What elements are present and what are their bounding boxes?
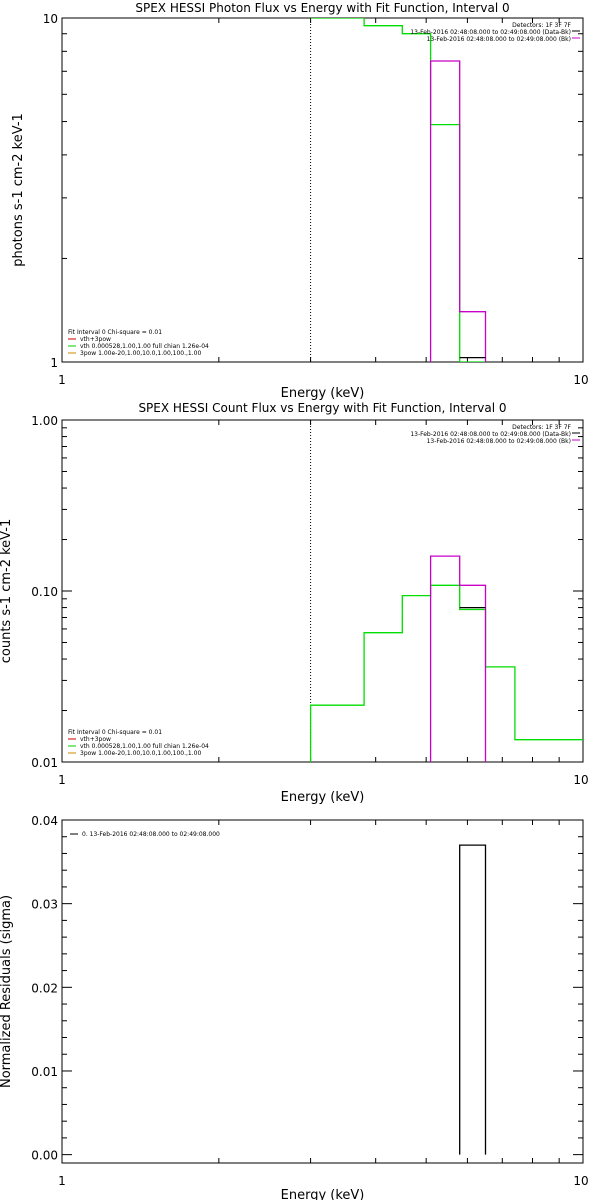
series-line-1 — [311, 585, 583, 762]
legend-entry: 3pow 1.00e-20,1.00,10.0,1.00,100.,1.00 — [80, 750, 201, 757]
y-tick-label: 0.10 — [31, 585, 58, 599]
series-line-1 — [460, 845, 486, 1155]
plot-frame — [62, 420, 583, 762]
legend-entry: vth 0.000528,1.00,1.00 full chian 1.26e-… — [80, 743, 209, 750]
y-axis-label: counts s-1 cm-2 keV-1 — [0, 519, 14, 664]
chart-title: SPEX HESSI Count Flux vs Energy with Fit… — [138, 401, 506, 415]
plot-area — [311, 420, 583, 762]
x-tick-label: 1 — [58, 373, 66, 387]
plot-frame — [62, 820, 583, 1163]
header-text: 13-Feb-2016 02:48:08.000 to 02:49:08.000… — [410, 431, 571, 438]
y-axis-label: Normalized Residuals (sigma) — [0, 895, 14, 1088]
plot-area — [460, 845, 486, 1155]
legend-entry: 3pow 1.00e-20,1.00,10.0,1.00,100.,1.00 — [80, 350, 201, 357]
plot-frame — [62, 18, 583, 362]
legend-title: Fit Interval 0 Chi-square = 0.01 — [68, 729, 162, 736]
x-tick-label: 1 — [58, 1174, 66, 1188]
series-line-2 — [431, 61, 486, 362]
header-text: 13-Feb-2016 02:48:08.000 to 02:49:08.000… — [427, 36, 571, 43]
chart-title: SPEX HESSI Photon Flux vs Energy with Fi… — [135, 1, 509, 15]
y-tick-label: 0.03 — [31, 898, 58, 912]
spectrum-figure: 1 10 1 10 SPEX HESSI Photon Flux vs Energy w… — [0, 0, 600, 1200]
legend-entry: vth+3pow — [80, 336, 111, 343]
chart-panel-3: 1 10 0.00 0.01 0.02 0.03 0.04 Energy (keV) Norma… — [0, 814, 589, 1200]
y-tick-label: 0.02 — [31, 981, 58, 995]
header-text: 13-Feb-2016 02:48:08.000 to 02:49:08.000… — [427, 438, 571, 445]
y-tick-label: 1.00 — [31, 414, 58, 428]
x-tick-label: 10 — [573, 373, 588, 387]
x-tick-label: 1 — [58, 773, 66, 787]
y-tick-label: 0.01 — [31, 1065, 58, 1079]
chart-panel-2: 1 10 0.01 0.10 1.00 SPEX HESSI Count Flux vs … — [0, 401, 589, 805]
y-axis-label: photons s-1 cm-2 keV-1 — [11, 113, 26, 267]
legend-entry: 0. 13-Feb-2016 02:48:08.000 to 02:49:08.… — [82, 831, 220, 838]
x-tick-label: 10 — [573, 773, 588, 787]
x-axis-label: Energy (keV) — [281, 790, 365, 805]
x-axis-label: Energy (keV) — [281, 386, 365, 401]
header-text: Detectors: 1F 3F 7F — [512, 22, 571, 29]
y-tick-label: 10 — [43, 12, 58, 26]
header-text: 13-Feb-2016 02:48:08.000 to 02:49:08.000… — [410, 29, 571, 36]
chart-panel-1: 1 10 1 10 SPEX HESSI Photon Flux vs Energy w… — [11, 1, 589, 401]
legend-entry: vth 0.000528,1.00,1.00 full chian 1.26e-… — [80, 343, 209, 350]
legend-title: Fit Interval 0 Chi-square = 0.01 — [68, 329, 162, 336]
legend-entry: vth+3pow — [80, 736, 111, 743]
y-tick-label: 1 — [50, 356, 58, 370]
y-tick-label: 0.04 — [31, 814, 58, 828]
y-tick-label: 0.00 — [31, 1149, 58, 1163]
header-text: Detectors: 1F 3F 7F — [512, 424, 571, 431]
plot-area — [311, 18, 486, 362]
y-tick-label: 0.01 — [31, 756, 58, 770]
series-line-2 — [431, 556, 486, 762]
x-axis-label: Energy (keV) — [281, 1188, 365, 1200]
x-tick-label: 10 — [573, 1174, 588, 1188]
